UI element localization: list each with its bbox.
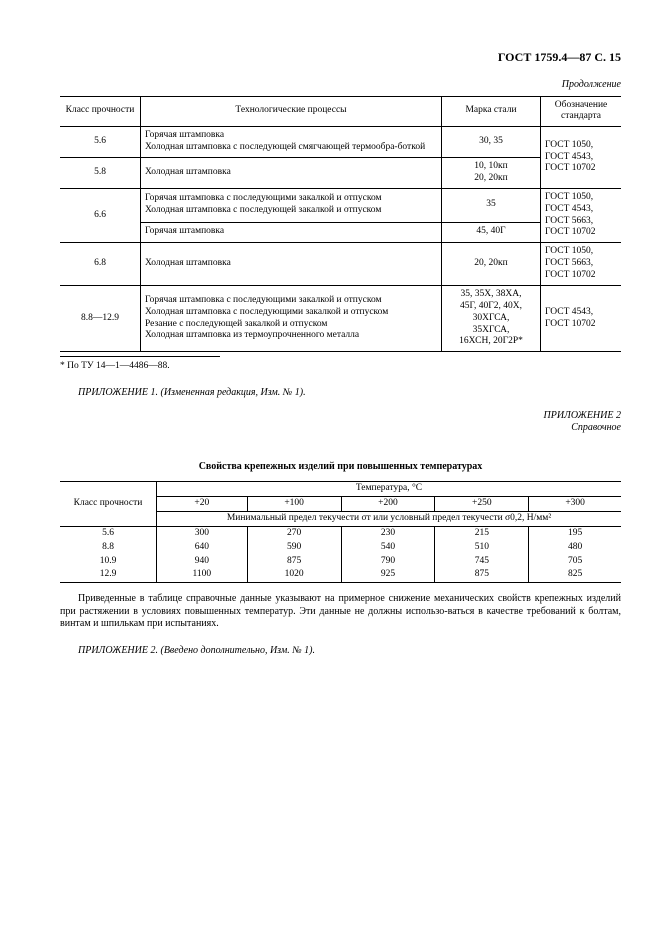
col-mark: Марка стали (442, 96, 541, 127)
cell-standard: ГОСТ 1050,ГОСТ 4543,ГОСТ 10702 (541, 127, 622, 189)
cell-class: 5.6 (60, 127, 141, 158)
cell-standard: ГОСТ 1050,ГОСТ 4543,ГОСТ 5663,ГОСТ 10702 (541, 188, 622, 243)
t2-cell-value: 925 (341, 568, 435, 582)
t2-cell-value: 590 (247, 541, 341, 555)
t2-cell-class: 8.8 (60, 541, 157, 555)
table-row: Горячая штамповка45, 40Г (60, 222, 621, 243)
t2-cell-value: 745 (435, 555, 529, 569)
col-process: Технологические процессы (141, 96, 442, 127)
cell-mark: 35 (442, 188, 541, 222)
t2-row: 8.8640590540510480 (60, 541, 621, 555)
t2-cell-value: 540 (341, 541, 435, 555)
table-row: 6.6Горячая штамповка с последующими зака… (60, 188, 621, 222)
t2-temp-col: +200 (341, 497, 435, 512)
t2-cell-value: 875 (247, 555, 341, 569)
table-row: 6.8Холодная штамповка20, 20кпГОСТ 1050,Г… (60, 243, 621, 286)
t2-cell-value: 300 (157, 526, 248, 540)
appendix-2-note: ПРИЛОЖЕНИЕ 2. (Введено дополнительно, Из… (60, 645, 621, 658)
cell-standard: ГОСТ 1050,ГОСТ 5663,ГОСТ 10702 (541, 243, 622, 286)
cell-standard: ГОСТ 4543,ГОСТ 10702 (541, 285, 622, 351)
t2-cell-value: 230 (341, 526, 435, 540)
t2-cell-value: 825 (529, 568, 621, 582)
t2-header-row1: Класс прочности Температура, °С (60, 482, 621, 497)
cell-class: 5.8 (60, 158, 141, 189)
explanatory-paragraph: Приведенные в таблице справочные данные … (60, 593, 621, 631)
table-row: 5.6Горячая штамповкаХолодная штамповка с… (60, 127, 621, 158)
appendix-1-note: ПРИЛОЖЕНИЕ 1. (Измененная редакция, Изм.… (60, 387, 621, 400)
t2-cell-value: 1100 (157, 568, 248, 582)
cell-mark: 30, 35 (442, 127, 541, 158)
t2-temp-col: +300 (529, 497, 621, 512)
table-header-row: Класс прочности Технологические процессы… (60, 96, 621, 127)
cell-class: 8.8—12.9 (60, 285, 141, 351)
t2-temp-col: +250 (435, 497, 529, 512)
t2-cell-value: 480 (529, 541, 621, 555)
temperature-table: Класс прочности Температура, °С +20+100+… (60, 481, 621, 583)
cell-mark: 10, 10кп20, 20кп (442, 158, 541, 189)
t2-cell-value: 790 (341, 555, 435, 569)
table-footnote: * По ТУ 14—1—4486—88. (60, 356, 220, 373)
t2-cell-value: 215 (435, 526, 529, 540)
appendix-2-sublabel: Справочное (60, 422, 621, 435)
t2-temp-col: +20 (157, 497, 248, 512)
t2-cell-value: 875 (435, 568, 529, 582)
col-class: Класс прочности (60, 96, 141, 127)
t2-cell-value: 705 (529, 555, 621, 569)
t2-temp-col: +100 (247, 497, 341, 512)
t2-row: 5.6300270230215195 (60, 526, 621, 540)
appendix-2-note-text: ПРИЛОЖЕНИЕ 2. (Введено дополнительно, Из… (78, 645, 315, 656)
t2-cell-class: 5.6 (60, 526, 157, 540)
t2-row: 12.911001020925875825 (60, 568, 621, 582)
t2-col-class: Класс прочности (60, 482, 157, 527)
page: ГОСТ 1759.4—87 С. 15 Продолжение Класс п… (0, 0, 661, 936)
t2-cell-value: 640 (157, 541, 248, 555)
t2-cell-value: 1020 (247, 568, 341, 582)
t2-cell-value: 940 (157, 555, 248, 569)
t2-temp-header: Температура, °С (157, 482, 622, 497)
t2-cell-value: 195 (529, 526, 621, 540)
table-row: 5.8Холодная штамповка10, 10кп20, 20кп (60, 158, 621, 189)
process-table: Класс прочности Технологические процессы… (60, 96, 621, 353)
t2-cell-class: 10.9 (60, 555, 157, 569)
cell-mark: 35, 35Х, 38ХА,45Г, 40Г2, 40Х,30ХГСА,35ХГ… (442, 285, 541, 351)
t2-span-label: Минимальный предел текучести σт или усло… (157, 511, 622, 526)
continuation-label: Продолжение (60, 79, 621, 92)
appendix-2-header: ПРИЛОЖЕНИЕ 2 Справочное (60, 410, 621, 435)
cell-mark: 45, 40Г (442, 222, 541, 243)
cell-process: Холодная штамповка (141, 243, 442, 286)
col-standard: Обозначение стандарта (541, 96, 622, 127)
table2-title: Свойства крепежных изделий при повышенны… (60, 461, 621, 474)
t2-row: 10.9940875790745705 (60, 555, 621, 569)
table-row: 8.8—12.9Горячая штамповка с последующими… (60, 285, 621, 351)
appendix-2-label: ПРИЛОЖЕНИЕ 2 (60, 410, 621, 423)
cell-process: Горячая штамповкаХолодная штамповка с по… (141, 127, 442, 158)
cell-process: Холодная штамповка (141, 158, 442, 189)
cell-process: Горячая штамповка (141, 222, 442, 243)
t2-cell-value: 510 (435, 541, 529, 555)
cell-mark: 20, 20кп (442, 243, 541, 286)
appendix-1-text: ПРИЛОЖЕНИЕ 1. (Измененная редакция, Изм.… (78, 387, 306, 398)
cell-class: 6.8 (60, 243, 141, 286)
page-header: ГОСТ 1759.4—87 С. 15 (60, 50, 621, 65)
t2-cell-class: 12.9 (60, 568, 157, 582)
cell-class: 6.6 (60, 188, 141, 243)
cell-process: Горячая штамповка с последующими закалко… (141, 188, 442, 222)
cell-process: Горячая штамповка с последующими закалко… (141, 285, 442, 351)
t2-cell-value: 270 (247, 526, 341, 540)
